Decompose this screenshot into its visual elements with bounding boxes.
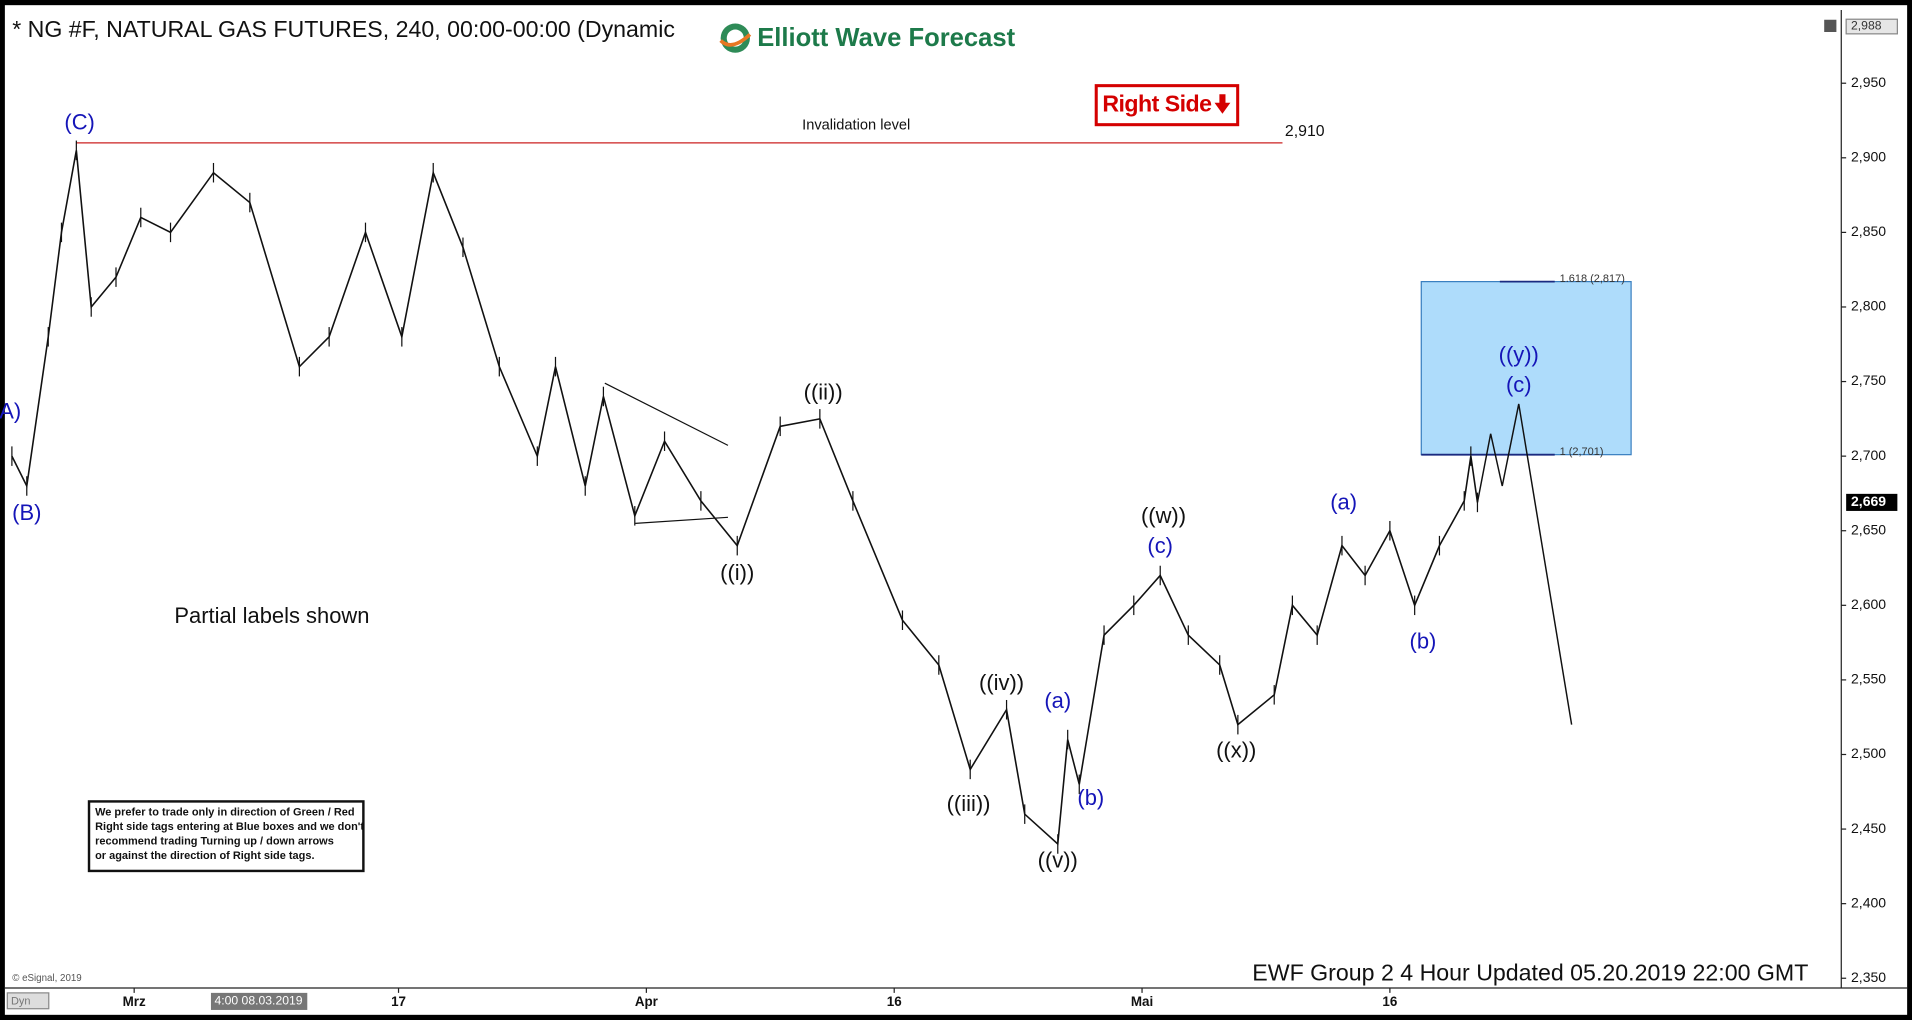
wave-label: ((x)) bbox=[1216, 737, 1256, 762]
crosshair-box bbox=[210, 992, 308, 1010]
wave-label: (b) bbox=[1077, 785, 1104, 810]
y-tick-label: 2,950 bbox=[1851, 74, 1886, 90]
wave-label: ((y)) bbox=[1499, 342, 1539, 367]
x-tick-label: Apr bbox=[635, 994, 659, 1009]
triangle-upper bbox=[604, 382, 729, 446]
disclaimer-line: We prefer to trade only in direction of … bbox=[95, 806, 354, 818]
crosshair-label: 4:00 08.03.2019 bbox=[214, 994, 302, 1008]
target-box bbox=[1420, 281, 1632, 456]
y-tick-label: 2,650 bbox=[1851, 521, 1886, 537]
current-price-label: 2,669 bbox=[1851, 493, 1886, 509]
y-tick-label: 2,700 bbox=[1851, 447, 1886, 463]
y-tick-label: 2,550 bbox=[1851, 671, 1886, 687]
wave-label: (C) bbox=[64, 109, 94, 134]
x-tick-label: Mai bbox=[1131, 994, 1153, 1009]
wave-label: ((i)) bbox=[720, 560, 754, 585]
x-tick-label: 16 bbox=[1382, 994, 1397, 1009]
fib-label: 1 (2,701) bbox=[1560, 446, 1604, 458]
wave-label: A) bbox=[0, 399, 21, 424]
right-side-arrow bbox=[1214, 94, 1231, 114]
wave-label: ((iii)) bbox=[947, 791, 991, 816]
wave-label: (a) bbox=[1044, 688, 1071, 713]
disclaimer-line: or against the direction of Right side t… bbox=[95, 850, 314, 862]
chart-title: * NG #F, NATURAL GAS FUTURES, 240, 00:00… bbox=[12, 16, 675, 42]
y-tick-label: 2,750 bbox=[1851, 372, 1886, 388]
logo-text: Elliott Wave Forecast bbox=[757, 24, 1015, 52]
right-side-tag bbox=[1094, 84, 1240, 127]
wave-label: (c) bbox=[1147, 533, 1173, 558]
invalidation-label: Invalidation level bbox=[802, 118, 910, 134]
window-icon bbox=[1824, 19, 1837, 32]
triangle-lower bbox=[635, 516, 729, 525]
invalidation-value: 2,910 bbox=[1285, 123, 1325, 140]
price-line bbox=[11, 150, 1479, 846]
y-tick-label: 2,600 bbox=[1851, 596, 1886, 612]
copyright: © eSignal, 2019 bbox=[12, 973, 82, 984]
y-tick-label: 2,350 bbox=[1851, 969, 1886, 985]
x-tick-label: Mrz bbox=[123, 994, 146, 1009]
wave-label: ((v)) bbox=[1038, 848, 1078, 873]
disclaimer-line: recommend trading Turning up / down arro… bbox=[95, 836, 334, 848]
wave-label: ((w)) bbox=[1141, 503, 1186, 528]
mode-label[interactable]: Dyn bbox=[11, 995, 31, 1007]
y-tick-label: 2,900 bbox=[1851, 149, 1886, 165]
top-price-tag bbox=[1845, 18, 1898, 35]
wave-label: (c) bbox=[1506, 372, 1532, 397]
note: Partial labels shown bbox=[174, 603, 369, 628]
logo: Elliott Wave Forecast bbox=[719, 23, 1016, 53]
disclaimer-line: Right side tags entering at Blue boxes a… bbox=[95, 821, 364, 833]
projection-line bbox=[1476, 403, 1573, 725]
y-tick-label: 2,800 bbox=[1851, 298, 1886, 314]
wave-label: ((ii)) bbox=[804, 379, 843, 404]
y-tick-label: 2,450 bbox=[1851, 820, 1886, 836]
footer: EWF Group 2 4 Hour Updated 05.20.2019 22… bbox=[1252, 960, 1808, 986]
right-side-text: Right Side bbox=[1102, 90, 1212, 116]
logo-swoosh bbox=[719, 33, 752, 47]
wave-label: (B) bbox=[12, 500, 41, 525]
y-tick-label: 2,500 bbox=[1851, 745, 1886, 761]
x-tick-label: 17 bbox=[391, 994, 406, 1009]
wave-label: ((iv)) bbox=[979, 670, 1024, 695]
top-price-label: 2,988 bbox=[1851, 19, 1882, 33]
current-price-tag bbox=[1846, 493, 1898, 511]
fib-label: 1.618 (2,817) bbox=[1560, 273, 1625, 285]
y-tick-label: 2,400 bbox=[1851, 894, 1886, 910]
disclaimer-box bbox=[87, 800, 365, 873]
mode-box[interactable] bbox=[6, 992, 50, 1010]
y-tick-label: 2,850 bbox=[1851, 223, 1886, 239]
wave-label: (a) bbox=[1330, 490, 1357, 515]
x-tick-label: 16 bbox=[887, 994, 902, 1009]
wave-label: (b) bbox=[1410, 628, 1437, 653]
